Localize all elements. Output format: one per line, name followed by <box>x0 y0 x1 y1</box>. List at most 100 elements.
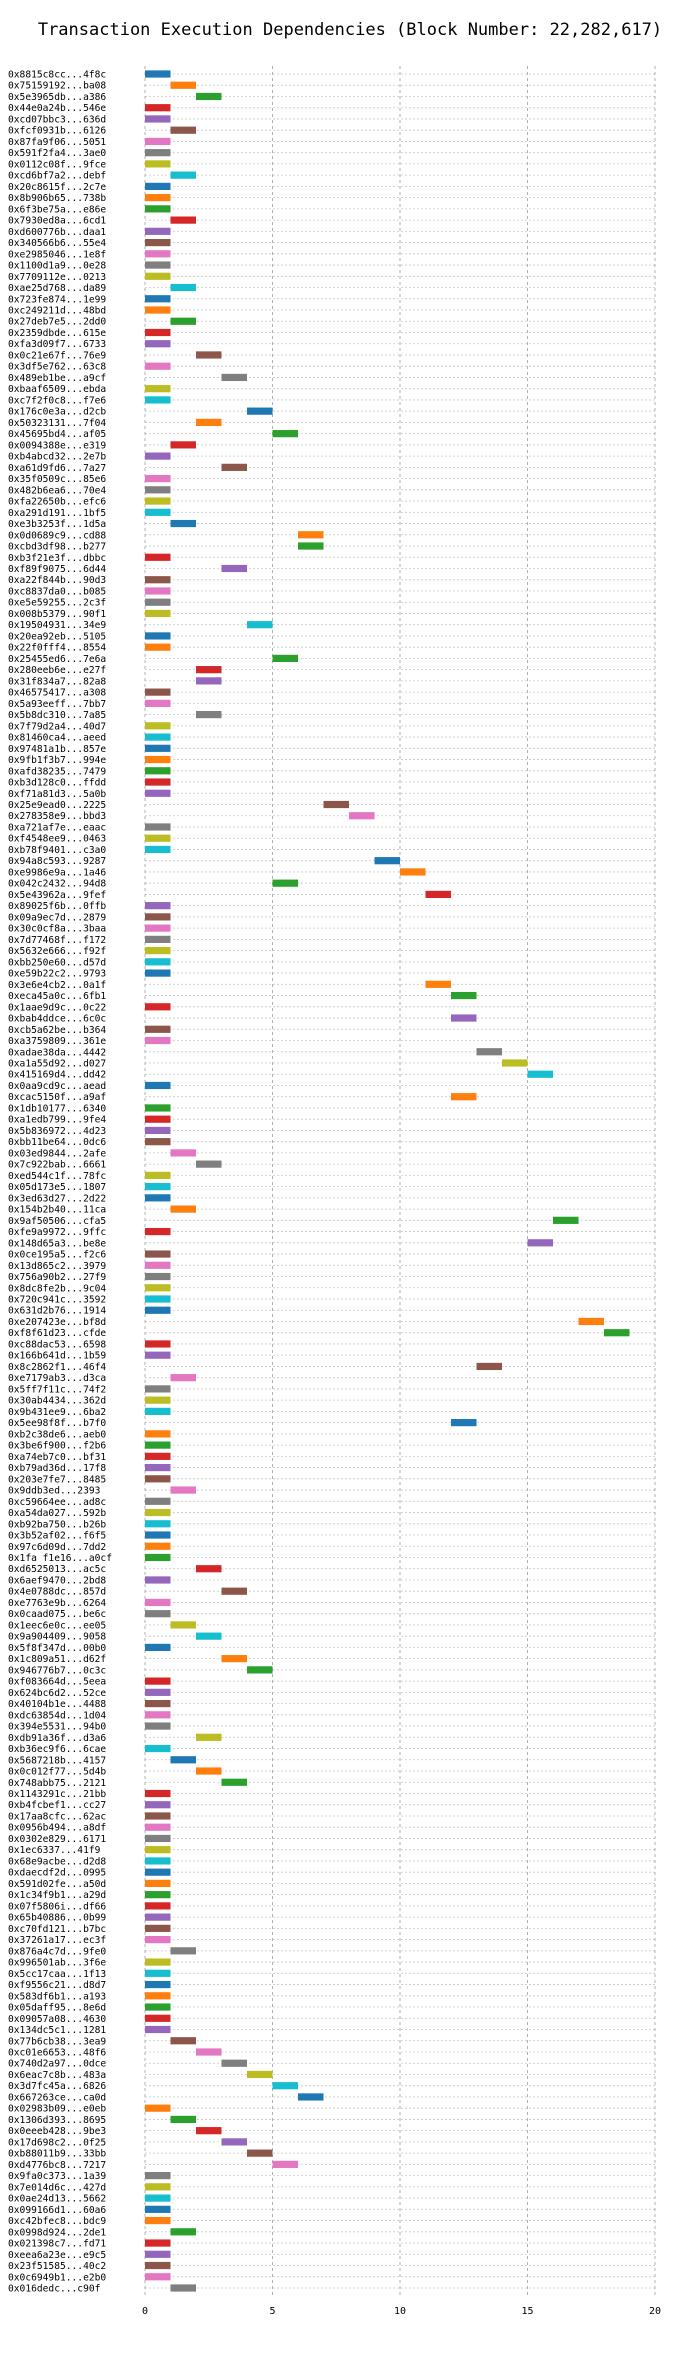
dependency-bar <box>145 1250 171 1258</box>
row-label: 0x20ea92eb...5105 <box>8 631 106 642</box>
row-label: 0x7c922bab...6661 <box>8 1160 106 1171</box>
row-label: 0xfa22650b...efc6 <box>8 497 106 508</box>
dependency-bar <box>349 812 375 820</box>
row-label: 0xafd38235...7479 <box>8 766 106 777</box>
row-label: 0x1100d1a9...0e28 <box>8 261 106 272</box>
row-label: 0x9af50506...cfa5 <box>8 1216 106 1227</box>
row-label: 0x6eac7c8b...483a <box>8 2070 106 2081</box>
row-label: 0x27deb7e5...2dd0 <box>8 317 106 328</box>
dependency-bar <box>145 688 171 696</box>
row-label: 0xeea6a23e...e9c5 <box>8 2250 106 2261</box>
chart-title: Transaction Execution Dependencies (Bloc… <box>37 20 663 40</box>
dependency-bar <box>145 1452 171 1460</box>
row-label: 0x720c941c...3592 <box>8 1295 106 1306</box>
row-label: 0x4e0788dc...857d <box>8 1587 106 1598</box>
dependency-bar <box>145 1531 171 1539</box>
dependency-bar <box>527 1070 553 1078</box>
dependency-bar <box>145 452 171 460</box>
row-label: 0x166b641d...1b59 <box>8 1351 106 1362</box>
dependency-bar <box>145 194 171 202</box>
row-label: 0x415169d4...dd42 <box>8 1070 106 1081</box>
row-label: 0x5b8dc310...7a85 <box>8 710 106 721</box>
row-label: 0x97c6d09d...7dd2 <box>8 1542 106 1553</box>
row-label: 0xdaecdf2d...0995 <box>8 1868 106 1879</box>
dependency-bar <box>145 486 171 494</box>
dependency-bar <box>145 609 171 618</box>
row-label: 0x6aef9470...2bd8 <box>8 1575 106 1586</box>
dependency-bar <box>578 1317 604 1326</box>
row-label: 0xbab4ddce...6c0c <box>8 1014 106 1025</box>
dependency-bar <box>476 1362 502 1371</box>
row-label: 0xfcf0931b...6126 <box>8 126 106 137</box>
dependency-bar <box>221 463 247 471</box>
row-label: 0x94a8c593...9287 <box>8 856 106 867</box>
dependency-bar <box>272 654 298 663</box>
row-label: 0x30ab4434...362d <box>8 1396 106 1407</box>
dependency-bar <box>145 1834 171 1843</box>
dependency-bar <box>553 1216 579 1224</box>
dependency-bar <box>145 104 171 112</box>
row-label: 0xb4abcd32...2e7b <box>8 452 106 463</box>
row-label: 0xc70fd121...b7bc <box>8 1924 106 1935</box>
row-label: 0x008b5379...90f1 <box>8 609 106 620</box>
row-label: 0xc01e6653...48f6 <box>8 2047 106 2058</box>
row-label: 0xb2c38de6...aeb0 <box>8 1429 106 1440</box>
row-label: 0x667263ce...ca0d <box>8 2092 106 2103</box>
dependency-bar <box>145 1407 171 1415</box>
dependency-bar <box>400 868 426 876</box>
dependency-bar <box>221 1587 247 1595</box>
dependency-bar <box>170 283 196 292</box>
dependency-bar <box>145 823 171 831</box>
dependency-bar <box>425 980 451 988</box>
dependency-bar <box>145 699 171 707</box>
row-label: 0xe3b3253f...1d5a <box>8 519 106 530</box>
row-label: 0xc7f2f0c8...f7e6 <box>8 395 106 406</box>
dependency-bar <box>145 1902 171 1910</box>
row-label: 0x17aa8cfc...62ac <box>8 1811 106 1822</box>
row-label: 0xcac5150f...a9af <box>8 1092 106 1103</box>
dependency-bar <box>145 2172 171 2180</box>
row-label: 0x05d173e5...1807 <box>8 1182 106 1193</box>
dependency-bar <box>145 767 171 775</box>
row-label: 0x0c21e67f...76e9 <box>8 350 106 361</box>
dependency-bar <box>196 1733 222 1741</box>
row-label: 0xa291d191...1bf5 <box>8 508 106 519</box>
dependency-bar <box>196 677 222 685</box>
dependency-bar <box>170 1205 196 1213</box>
row-label: 0xb3f21e3f...dbbc <box>8 553 106 564</box>
row-label: 0xfa3d09f7...6733 <box>8 339 106 350</box>
row-label: 0x631d2b76...1914 <box>8 1306 106 1317</box>
row-label: 0xf9556c21...d8d7 <box>8 1980 106 1991</box>
row-label: 0x624bc6d2...52ce <box>8 1688 106 1699</box>
row-label: 0x9fb1f3b7...994e <box>8 755 106 766</box>
row-label: 0x394e5531...94b0 <box>8 1722 106 1733</box>
row-label: 0xcd07bbc3...636d <box>8 114 106 125</box>
dependency-bar <box>145 1744 171 1753</box>
x-tick-label: 0 <box>142 2306 148 2317</box>
row-label: 0x07f5806i...df66 <box>8 1901 106 1912</box>
row-label: 0x37261a17...ec3f <box>8 1935 106 1946</box>
row-label: 0x7930ed8a...6cd1 <box>8 216 106 227</box>
dependency-bar <box>145 2239 171 2247</box>
row-label: 0xc42bfec8...bdc9 <box>8 2216 106 2227</box>
row-label: 0x22f0fff4...8554 <box>8 643 106 654</box>
row-label: 0x1fa f1e16...a0cf <box>8 1553 112 1564</box>
dependency-bar <box>425 890 451 899</box>
row-label: 0x5e43962a...9fef <box>8 890 106 901</box>
dependency-bar <box>145 1138 171 1146</box>
row-label: 0x65b40886...0b99 <box>8 1913 106 1924</box>
dependency-bar <box>527 1239 553 1247</box>
dependency-bar <box>170 126 196 134</box>
row-label: 0x30c0cf8a...3baa <box>8 924 106 935</box>
row-label: 0xa74eb7c0...bf31 <box>8 1452 106 1463</box>
row-label: 0x583df6b1...a193 <box>8 1991 106 2002</box>
row-label: 0x8c2862f1...46f4 <box>8 1362 106 1373</box>
dependency-bar <box>145 1722 171 1730</box>
row-label: 0x482b6ea6...70e4 <box>8 485 106 496</box>
dependency-bar <box>170 1149 196 1157</box>
row-label: 0x1143291c...21bb <box>8 1789 106 1800</box>
dependency-bar <box>170 1486 196 1494</box>
row-label: 0x756a90b2...27f9 <box>8 1272 106 1283</box>
dependency-bar <box>145 1711 171 1719</box>
